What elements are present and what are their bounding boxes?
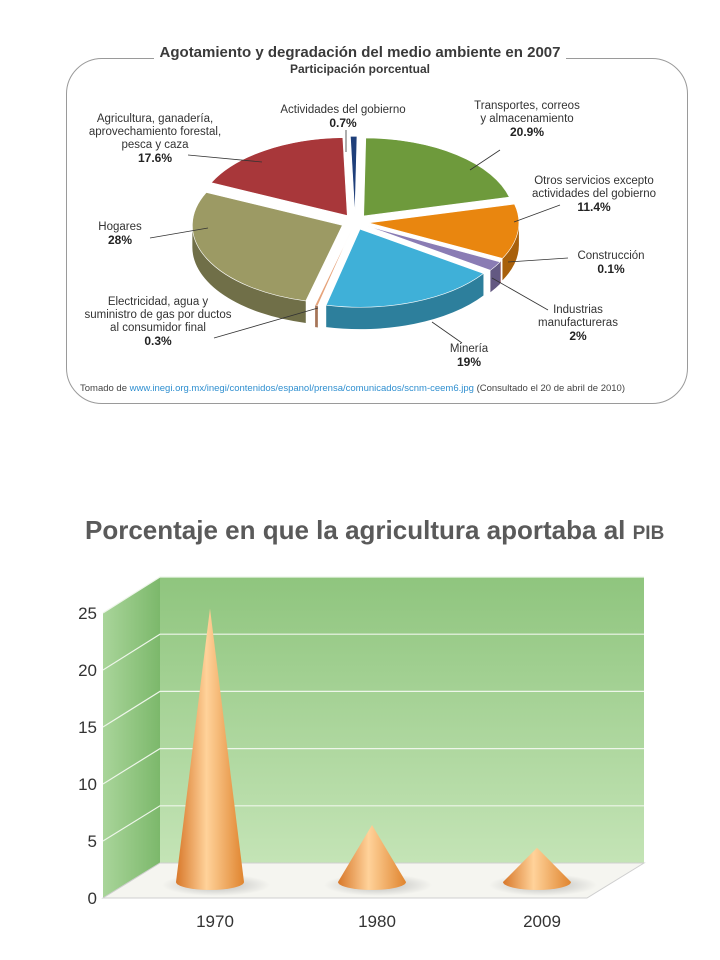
pie-slice — [210, 137, 348, 216]
y-tick-label: 10 — [78, 775, 97, 794]
pie-slice — [325, 228, 485, 330]
side-wall — [103, 577, 160, 898]
label-transportes: Transportes, correos y almacenamiento 20… — [474, 100, 580, 139]
pie-slice-top — [314, 229, 352, 306]
pie-slice-side — [315, 305, 318, 328]
x-category-label: 2009 — [523, 912, 561, 931]
y-tick-label: 15 — [78, 718, 97, 737]
leader-line — [213, 307, 319, 339]
pie-chart — [149, 130, 569, 344]
cone-shape — [176, 608, 244, 890]
x-category-label: 1970 — [196, 912, 234, 931]
cone-bar — [162, 608, 270, 896]
bar-chart-title: Porcentaje en que la agricultura aportab… — [85, 515, 664, 546]
cone-bar — [324, 825, 432, 896]
source-link[interactable]: www.inegi.org.mx/inegi/contenidos/espano… — [129, 383, 474, 394]
label-electricidad: Electricidad, agua y suministro de gas p… — [84, 296, 232, 348]
leader-line — [431, 321, 463, 344]
leader-line — [469, 149, 501, 171]
pie-slice — [192, 192, 343, 323]
pie-slice-side — [326, 273, 484, 330]
cone-bar — [489, 847, 597, 896]
pie-slice-side — [502, 222, 519, 281]
y-tick-label: 0 — [88, 889, 97, 908]
source-note: Tomado de www.inegi.org.mx/inegi/conteni… — [80, 383, 625, 394]
pie-slice-top — [367, 225, 502, 262]
pie-slice — [366, 225, 501, 293]
pie-slice-top — [368, 203, 520, 259]
leader-line — [187, 154, 263, 163]
x-category-label: 1980 — [358, 912, 396, 931]
source-prefix: Tomado de — [80, 383, 130, 394]
pie-slice — [367, 225, 502, 284]
cone-bar-chart: 0 5 10 15 20 25 1970 1980 2009 — [78, 576, 646, 931]
cone-shape — [503, 847, 571, 890]
y-tick-label: 20 — [78, 661, 97, 680]
pie-chart-title: Agotamiento y degradación del medio ambi… — [153, 44, 567, 62]
pie-slice-top — [366, 225, 501, 271]
pie-slice — [368, 203, 520, 281]
pie-slice-top — [192, 192, 343, 302]
pie-slice-top — [325, 228, 485, 308]
gridline — [102, 690, 644, 728]
pie-slice — [350, 136, 358, 215]
label-mineria: Minería 19% — [449, 343, 489, 369]
label-agricultura: Agricultura, ganadería, aprovechamiento … — [88, 113, 222, 165]
back-wall — [160, 577, 644, 863]
gridline — [102, 633, 644, 671]
label-industrias: Industrias manufactureras 2% — [538, 304, 618, 343]
leader-line — [491, 277, 549, 311]
label-otros-servicios: Otros servicios excepto actividades del … — [531, 175, 657, 214]
leader-line — [507, 257, 569, 263]
leader-line — [149, 227, 209, 239]
bar-chart-title-suffix: PIB — [632, 523, 665, 544]
gridline — [102, 576, 644, 614]
pie-slice-top — [363, 137, 510, 217]
cone-shape — [338, 825, 406, 890]
label-gobierno: Actividades del gobierno 0.7% — [280, 104, 406, 130]
pie-slice-top — [350, 136, 358, 215]
bar-chart-title-main: Porcentaje en que la agricultura aportab… — [85, 515, 626, 545]
gridline — [102, 805, 644, 842]
pie-slice — [363, 137, 510, 217]
label-hogares: Hogares 28% — [98, 221, 142, 247]
leader-line — [513, 204, 561, 223]
pie-slice-top — [210, 137, 348, 216]
gridline — [102, 748, 644, 785]
pie-chart-subtitle: Participación porcentual — [289, 62, 431, 76]
source-suffix: (Consultado el 20 de abril de 2010) — [473, 383, 625, 394]
pie-slice — [314, 229, 352, 328]
y-tick-label: 25 — [78, 604, 97, 623]
pie-chart-title-block: Agotamiento y degradación del medio ambi… — [0, 44, 720, 77]
y-tick-label: 5 — [88, 832, 97, 851]
label-construccion: Construcción 0.1% — [577, 250, 645, 276]
pie-slice-side — [192, 225, 306, 323]
pie-slice-side — [490, 261, 501, 293]
